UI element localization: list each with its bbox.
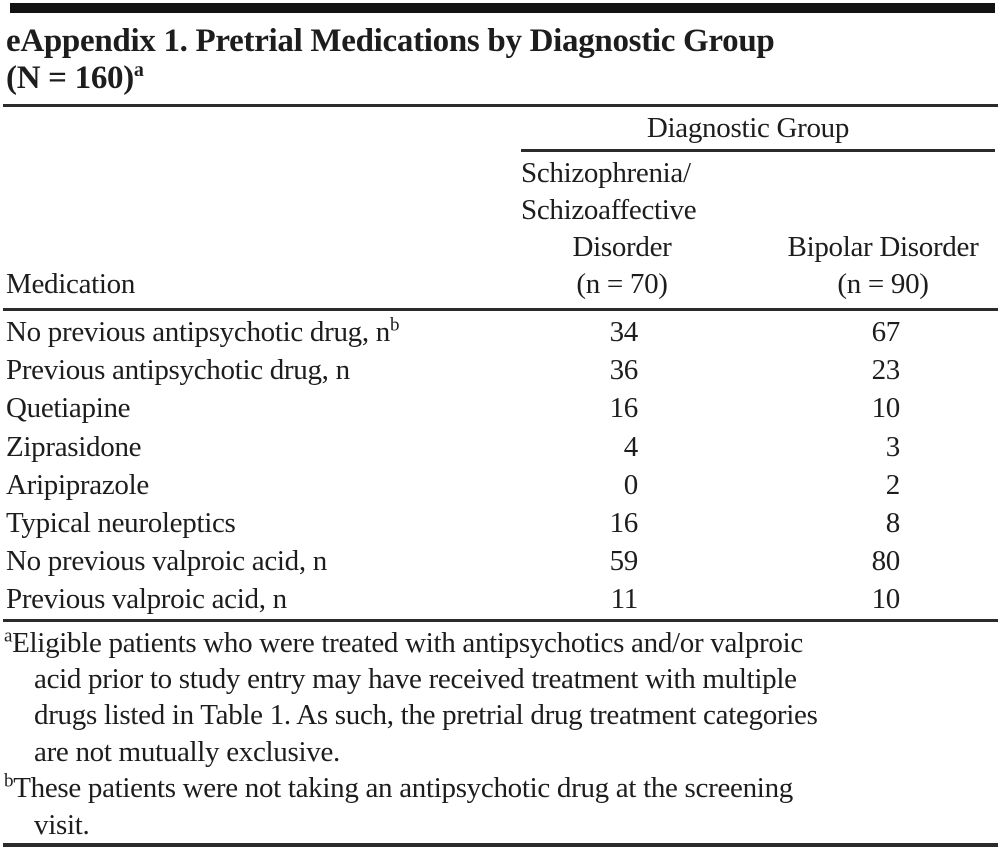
column-header-row: Medication Schizophrenia/ Schizoaffectiv… bbox=[6, 152, 1008, 308]
title-line1: eAppendix 1. Pretrial Medications by Dia… bbox=[6, 23, 775, 59]
footnote-b-marker: b bbox=[4, 770, 14, 792]
schizophrenia-count-cell: 4 bbox=[623, 430, 639, 463]
bipolar-count-cell: 23 bbox=[871, 354, 901, 387]
medication-cell: No previous antipsychotic drug, nb bbox=[6, 314, 400, 348]
table-row: Ziprasidone 4 3 bbox=[6, 428, 1008, 466]
footnotes: aEligible patients who were treated with… bbox=[4, 622, 1008, 843]
bottom-rule bbox=[3, 842, 998, 847]
schizophrenia-count-cell: 34 bbox=[609, 316, 639, 348]
footnote-a: aEligible patients who were treated with… bbox=[4, 625, 1008, 771]
footnote-a-line1: aEligible patients who were treated with… bbox=[4, 624, 803, 659]
bipolar-count-cell: 8 bbox=[885, 506, 901, 539]
table-row: Previous antipsychotic drug, n 36 23 bbox=[6, 351, 1008, 389]
schizophrenia-count-cell: 16 bbox=[609, 392, 639, 425]
column-header-medication: Medication bbox=[6, 268, 136, 300]
schizophrenia-count-cell: 59 bbox=[609, 545, 639, 578]
bipolar-count-cell: 3 bbox=[885, 430, 901, 463]
schizophrenia-header-line2: Schizoaffective bbox=[521, 194, 697, 226]
medication-cell: Quetiapine bbox=[6, 392, 131, 425]
rule-above-footnotes bbox=[3, 618, 998, 622]
table-row: Typical neuroleptics 16 8 bbox=[6, 504, 1008, 542]
bipolar-header-line2: (n = 90) bbox=[837, 268, 929, 300]
bipolar-count-cell: 10 bbox=[871, 583, 901, 616]
bipolar-count-cell: 67 bbox=[871, 316, 901, 348]
table-row: Aripiprazole 0 2 bbox=[6, 466, 1008, 504]
rule-under-title bbox=[3, 104, 998, 107]
footnote-b-line1: bThese patients were not taking an antip… bbox=[4, 770, 793, 805]
footnote-a-line3: drugs listed in Table 1. As such, the pr… bbox=[34, 699, 818, 732]
footnote-marker-b: b bbox=[389, 314, 400, 336]
bipolar-count-cell: 10 bbox=[871, 392, 901, 425]
column-header-schizophrenia: Schizophrenia/ Schizoaffective Disorder … bbox=[521, 155, 723, 303]
footnote-b-line2: visit. bbox=[34, 808, 90, 841]
medication-cell: Previous antipsychotic drug, n bbox=[6, 354, 350, 387]
medication-cell: Aripiprazole bbox=[6, 468, 149, 501]
bipolar-count-cell: 2 bbox=[885, 468, 901, 501]
schizophrenia-header-line3: Disorder bbox=[572, 231, 672, 263]
medication-cell: Typical neuroleptics bbox=[6, 506, 236, 539]
rule-under-header bbox=[3, 308, 998, 311]
title-line2: (N = 160)a bbox=[6, 60, 1008, 97]
spanner-header-row: Diagnostic Group bbox=[6, 107, 1008, 149]
title-n-count: (N = 160) bbox=[6, 60, 134, 96]
footnote-a-line4: are not mutually exclusive. bbox=[34, 735, 340, 768]
medication-cell: Previous valproic acid, n bbox=[6, 583, 287, 616]
medication-cell: No previous valproic acid, n bbox=[6, 545, 327, 578]
schizophrenia-header-line4: (n = 70) bbox=[576, 268, 668, 300]
table-body: No previous antipsychotic drug, nb 34 67… bbox=[6, 311, 1008, 619]
schizophrenia-count-cell: 16 bbox=[609, 506, 639, 539]
column-header-bipolar: Bipolar Disorder (n = 90) bbox=[723, 229, 995, 303]
medication-cell: Ziprasidone bbox=[6, 430, 142, 463]
table-title: eAppendix 1. Pretrial Medications by Dia… bbox=[6, 23, 1008, 97]
spanner-header-label: Diagnostic Group bbox=[646, 111, 850, 144]
schizophrenia-count-cell: 36 bbox=[609, 354, 639, 387]
footnote-a-marker: a bbox=[4, 624, 13, 646]
footnote-marker-a: a bbox=[133, 59, 144, 81]
table-row: Quetiapine 16 10 bbox=[6, 389, 1008, 427]
schizophrenia-count-cell: 0 bbox=[623, 468, 639, 501]
footnote-a-line2: acid prior to study entry may have recei… bbox=[34, 662, 797, 695]
bipolar-header-line1: Bipolar Disorder bbox=[787, 231, 979, 263]
top-black-bar bbox=[10, 3, 995, 13]
table-row: No previous valproic acid, n 59 80 bbox=[6, 542, 1008, 580]
table-row: No previous antipsychotic drug, nb 34 67 bbox=[6, 313, 1008, 351]
bipolar-count-cell: 80 bbox=[871, 545, 901, 578]
paper-table-page: eAppendix 1. Pretrial Medications by Dia… bbox=[0, 3, 1008, 856]
table-row: Previous valproic acid, n 11 10 bbox=[6, 580, 1008, 618]
schizophrenia-count-cell: 11 bbox=[610, 583, 639, 616]
schizophrenia-header-line1: Schizophrenia/ bbox=[521, 157, 691, 189]
footnote-b: bThese patients were not taking an antip… bbox=[4, 770, 1008, 843]
rule-under-spanner bbox=[521, 149, 995, 152]
